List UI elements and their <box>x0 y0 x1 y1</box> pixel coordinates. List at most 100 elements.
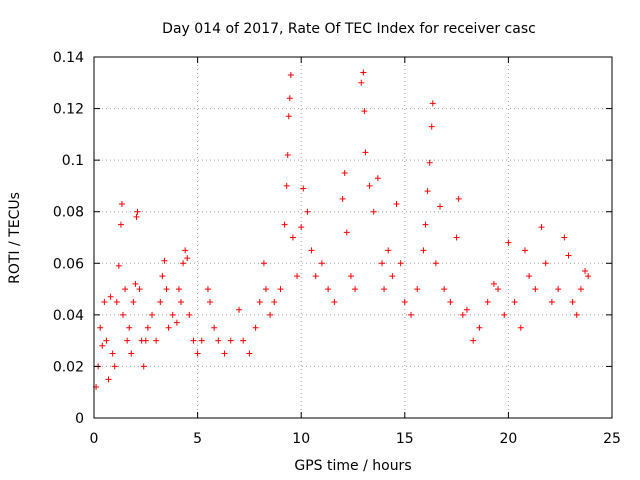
data-point <box>360 69 367 76</box>
data-point <box>159 273 166 280</box>
data-point <box>298 224 305 231</box>
data-point <box>271 298 278 305</box>
data-point <box>281 221 288 228</box>
data-point <box>161 257 168 264</box>
data-point <box>126 324 133 331</box>
data-point <box>441 286 448 293</box>
data-point <box>573 311 580 318</box>
data-point <box>289 234 296 241</box>
data-point <box>178 298 185 305</box>
y-axis-title: ROTI / TECUs <box>7 192 23 284</box>
scatter-points <box>93 69 592 391</box>
data-point <box>221 350 228 357</box>
data-point <box>190 337 197 344</box>
data-point <box>339 195 346 202</box>
data-point <box>420 247 427 254</box>
data-point <box>429 100 436 107</box>
data-point <box>308 247 315 254</box>
data-point <box>136 286 143 293</box>
data-point <box>142 337 149 344</box>
data-point <box>284 151 291 158</box>
data-point <box>490 280 497 287</box>
data-point <box>447 298 454 305</box>
x-tick-label: 15 <box>396 431 414 447</box>
data-point <box>569 298 576 305</box>
data-point <box>260 260 267 267</box>
data-point <box>582 268 589 275</box>
data-point <box>246 350 253 357</box>
data-point <box>470 337 477 344</box>
data-point <box>240 337 247 344</box>
data-point <box>194 350 201 357</box>
y-tick-label: 0.08 <box>53 205 84 221</box>
data-point <box>103 337 110 344</box>
data-point <box>437 203 444 210</box>
data-point <box>124 337 131 344</box>
data-point <box>401 298 408 305</box>
data-point <box>331 298 338 305</box>
data-point <box>111 363 118 370</box>
data-point <box>130 298 137 305</box>
grid-lines <box>94 57 612 418</box>
data-point <box>505 239 512 246</box>
data-point <box>285 113 292 120</box>
y-tick-label: 0.1 <box>62 153 84 169</box>
data-point <box>366 182 373 189</box>
data-point <box>426 159 433 166</box>
data-point <box>370 208 377 215</box>
data-point <box>352 286 359 293</box>
data-point <box>548 298 555 305</box>
data-point <box>115 262 122 269</box>
y-axis: 0 0.02 0.04 0.06 0.08 0.1 0.12 0.14 <box>53 50 612 427</box>
data-point <box>495 286 502 293</box>
x-axis: 0 5 10 15 20 25 <box>90 57 621 447</box>
data-point <box>463 306 470 313</box>
data-point <box>117 221 124 228</box>
data-point <box>453 234 460 241</box>
data-point <box>134 208 141 215</box>
data-point <box>252 324 259 331</box>
data-point <box>169 311 176 318</box>
data-point <box>538 224 545 231</box>
x-tick-label: 10 <box>292 431 310 447</box>
data-point <box>432 260 439 267</box>
y-tick-label: 0 <box>75 411 84 427</box>
data-point <box>393 200 400 207</box>
data-point <box>374 175 381 182</box>
data-point <box>184 255 191 262</box>
data-point <box>109 350 116 357</box>
y-tick-label: 0.06 <box>53 256 84 272</box>
x-tick-label: 0 <box>90 431 99 447</box>
data-point <box>198 337 205 344</box>
data-point <box>97 324 104 331</box>
data-point <box>542 260 549 267</box>
data-point <box>424 188 431 195</box>
data-point <box>577 286 584 293</box>
data-point <box>163 286 170 293</box>
data-point <box>186 311 193 318</box>
data-point <box>422 221 429 228</box>
data-point <box>211 324 218 331</box>
data-point <box>362 149 369 156</box>
data-point <box>204 286 211 293</box>
data-point <box>113 298 120 305</box>
data-point <box>341 170 348 177</box>
data-point <box>459 311 466 318</box>
data-point <box>107 293 114 300</box>
data-point <box>565 252 572 259</box>
data-point <box>325 286 332 293</box>
data-point <box>122 286 129 293</box>
x-tick-label: 20 <box>499 431 517 447</box>
data-point <box>256 298 263 305</box>
data-point <box>555 286 562 293</box>
data-point <box>517 324 524 331</box>
data-point <box>304 208 311 215</box>
x-tick-label: 25 <box>603 431 621 447</box>
data-point <box>165 324 172 331</box>
data-point <box>484 298 491 305</box>
data-point <box>99 342 106 349</box>
y-tick-label: 0.04 <box>53 308 84 324</box>
y-tick-label: 0.02 <box>53 359 84 375</box>
data-point <box>153 337 160 344</box>
